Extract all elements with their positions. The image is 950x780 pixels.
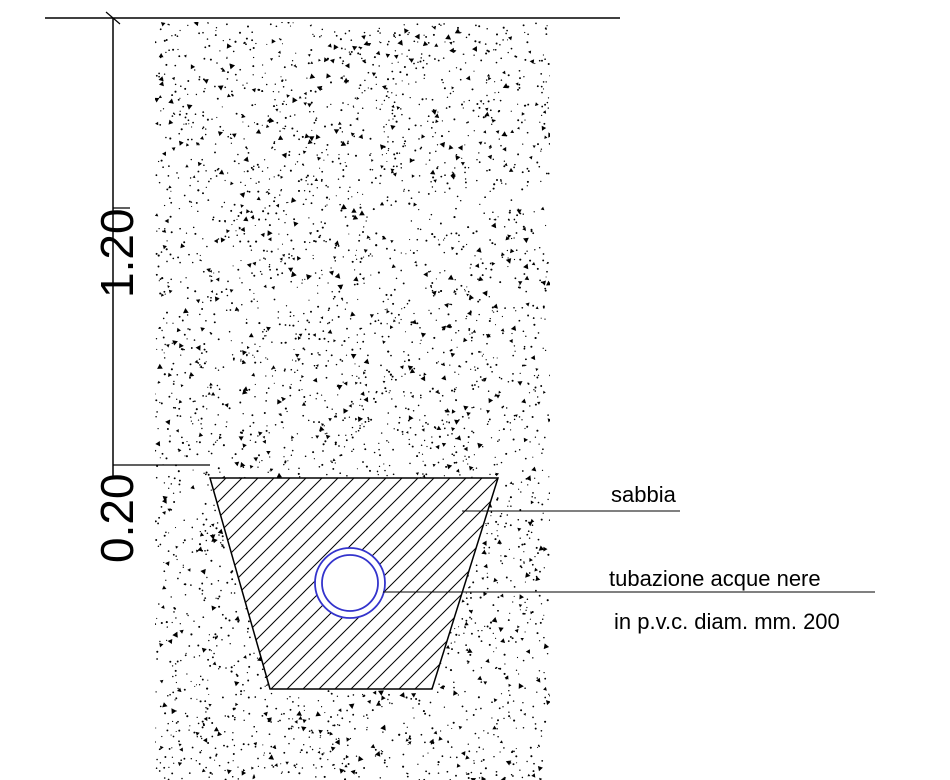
- pipe-label-line1: tubazione acque nere: [609, 566, 821, 591]
- dimension-label-lower: 0.20: [91, 473, 143, 563]
- sand-label: sabbia: [611, 482, 677, 507]
- dimension-tick-top: [105, 11, 121, 25]
- pipe-label-line2: in p.v.c. diam. mm. 200: [614, 609, 840, 634]
- pipe-inner-circle: [321, 554, 379, 612]
- dimension-label-upper: 1.20: [91, 208, 143, 298]
